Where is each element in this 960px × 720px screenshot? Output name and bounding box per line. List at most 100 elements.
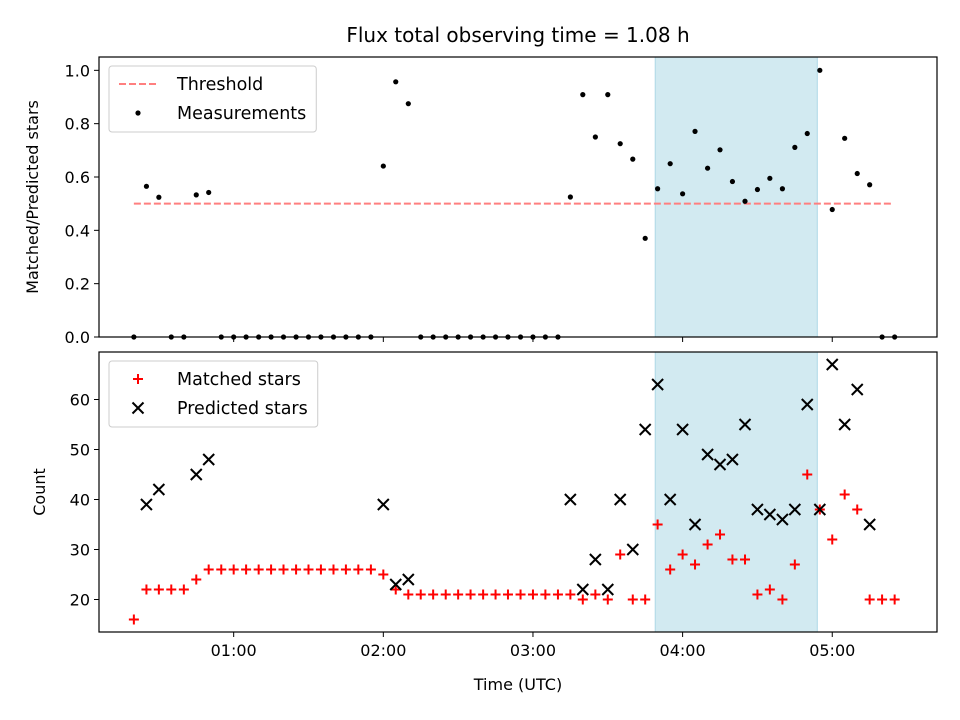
x-tick-label: 02:00 bbox=[360, 641, 406, 660]
bottom-series-0-point bbox=[565, 589, 576, 600]
top-series-0-point bbox=[380, 163, 386, 169]
top-series-0-point bbox=[667, 161, 673, 167]
bottom-series-0-point bbox=[677, 549, 688, 560]
bottom-series-1-point bbox=[613, 493, 627, 506]
bottom-series-0-point bbox=[527, 589, 538, 600]
bottom-series-0-point bbox=[552, 589, 563, 600]
bottom-series-1-point bbox=[626, 543, 639, 556]
top-series-0-point bbox=[754, 186, 761, 193]
bottom-series-0-point bbox=[627, 594, 638, 605]
bottom-series-0-point bbox=[166, 584, 177, 595]
bottom-series-1-point bbox=[776, 513, 789, 526]
bottom-series-0-point bbox=[478, 589, 489, 600]
bottom-series-0-point bbox=[153, 584, 164, 595]
bottom-series-1-point bbox=[701, 448, 714, 461]
top-series-0-point bbox=[792, 144, 798, 150]
bottom-series-0-point bbox=[665, 564, 676, 575]
bottom-series-1-point bbox=[152, 483, 166, 496]
top-series-0-point bbox=[630, 156, 636, 162]
bottom-series-0-point bbox=[740, 554, 751, 565]
top-y-tick-label: 0.8 bbox=[65, 115, 90, 134]
bottom-legend-label: Predicted stars bbox=[177, 399, 308, 419]
bottom-series-0-point bbox=[652, 519, 663, 530]
bottom-series-1-point bbox=[751, 503, 764, 516]
bottom-series-1-point bbox=[738, 418, 752, 431]
bottom-series-0-point bbox=[640, 594, 651, 605]
top-legend-swatch bbox=[135, 110, 141, 116]
bottom-y-tick-label: 50 bbox=[70, 441, 90, 460]
bottom-y-axis-label: Count bbox=[30, 468, 49, 516]
top-series-0-point bbox=[393, 79, 399, 85]
bottom-series-0-point bbox=[241, 564, 252, 575]
bottom-highlight-span bbox=[654, 351, 818, 633]
bottom-series-0-point bbox=[378, 569, 389, 580]
top-series-0-point bbox=[692, 128, 698, 134]
x-axis-label: Time (UTC) bbox=[473, 675, 562, 694]
bottom-series-0-point bbox=[415, 589, 426, 600]
top-y-tick-label: 0.6 bbox=[65, 168, 90, 187]
bottom-legend-label: Matched stars bbox=[177, 370, 301, 390]
bottom-panel: 20 30 40 50 60 01:00 02:00 03:00 04:00 05:00 Cou… bbox=[30, 351, 938, 660]
bottom-series-1-point bbox=[202, 453, 215, 466]
top-y-tick-label: 1.0 bbox=[65, 61, 90, 80]
bottom-series-0-point bbox=[216, 564, 227, 575]
top-series-0-point bbox=[742, 198, 748, 204]
bottom-y-tick-label: 40 bbox=[70, 491, 90, 510]
x-tick-label: 03:00 bbox=[510, 641, 556, 660]
bottom-series-0-point bbox=[752, 589, 763, 600]
top-series-0-point bbox=[655, 186, 661, 192]
bottom-series-0-point bbox=[877, 594, 888, 605]
top-series-0-point bbox=[592, 134, 598, 140]
top-legend-label: Measurements bbox=[177, 104, 306, 124]
bottom-series-0-point bbox=[602, 594, 613, 605]
bottom-series-0-point bbox=[291, 564, 302, 575]
bottom-series-0-point bbox=[465, 589, 476, 600]
top-series-0-point bbox=[143, 183, 150, 189]
bottom-series-1-point bbox=[601, 583, 614, 596]
top-series-0-point bbox=[779, 186, 786, 192]
bottom-series-0-point bbox=[328, 564, 339, 575]
bottom-series-0-point bbox=[802, 469, 813, 480]
bottom-series-0-point bbox=[228, 564, 239, 575]
top-y-tick-label: 0.2 bbox=[65, 275, 90, 294]
top-series-0-point bbox=[156, 194, 162, 200]
bottom-series-0-point bbox=[490, 589, 501, 600]
x-tick-label: 05:00 bbox=[809, 641, 855, 660]
bottom-series-0-point bbox=[502, 589, 513, 600]
bottom-series-0-point bbox=[690, 559, 701, 570]
bottom-series-0-point bbox=[515, 589, 526, 600]
bottom-series-0-point bbox=[353, 564, 364, 575]
bottom-series-1-point bbox=[377, 498, 390, 511]
bottom-series-0-point bbox=[702, 539, 713, 550]
bottom-series-1-point bbox=[663, 493, 677, 506]
bottom-series-0-point bbox=[203, 564, 214, 575]
x-tick-label: 01:00 bbox=[211, 641, 257, 660]
top-panel: 0.0 0.2 0.4 0.6 0.8 1.0 Matched/Predicted sta… bbox=[23, 56, 938, 347]
bottom-series-1-point bbox=[140, 498, 153, 511]
bottom-series-0-point bbox=[764, 584, 775, 595]
top-series-0-point bbox=[567, 194, 573, 200]
bottom-legend-swatch bbox=[131, 401, 145, 415]
top-series-0-point bbox=[193, 192, 199, 198]
bottom-series-0-point bbox=[403, 589, 414, 600]
bottom-series-0-point bbox=[715, 529, 726, 540]
bottom-series-1-point bbox=[589, 553, 602, 566]
bottom-series-0-point bbox=[303, 564, 314, 575]
bottom-series-1-point bbox=[763, 508, 777, 521]
bottom-series-0-point bbox=[365, 564, 376, 575]
bottom-series-1-point bbox=[788, 503, 802, 516]
top-y-tick-label: 0.4 bbox=[65, 221, 90, 240]
bottom-series-1-point bbox=[564, 493, 577, 506]
bottom-series-0-point bbox=[390, 584, 401, 595]
x-tick-label: 04:00 bbox=[660, 641, 706, 660]
bottom-series-0-point bbox=[440, 589, 451, 600]
top-highlight-span bbox=[654, 56, 818, 338]
bottom-y-tick-label: 30 bbox=[70, 541, 90, 560]
bottom-series-0-point bbox=[191, 574, 202, 585]
bottom-series-1-point bbox=[838, 418, 851, 431]
bottom-series-0-point bbox=[852, 504, 863, 515]
bottom-series-1-point bbox=[851, 383, 864, 396]
bottom-series-0-point bbox=[178, 584, 189, 595]
top-series-0-point bbox=[804, 130, 810, 137]
